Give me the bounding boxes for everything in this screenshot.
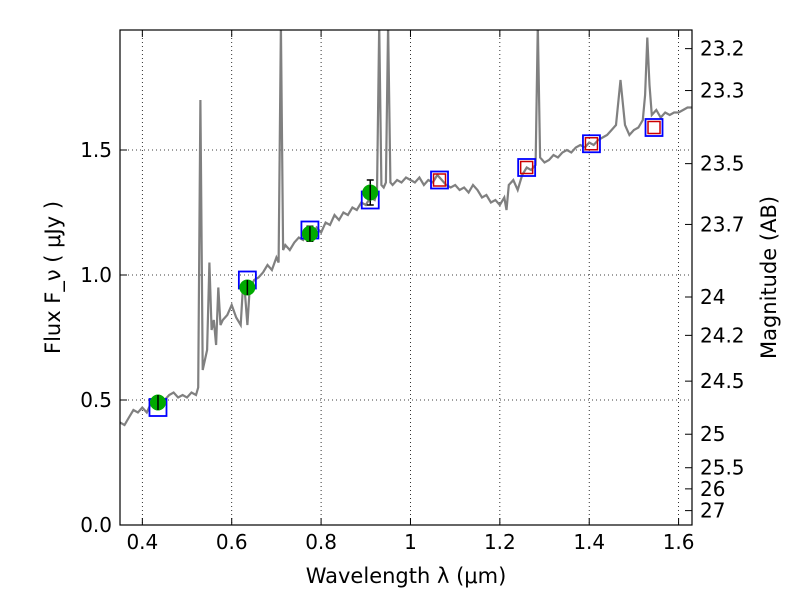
magnitude-tick-label: 24 [700, 285, 725, 309]
observed-point [362, 179, 379, 206]
x-tick-label: 1.4 [573, 530, 605, 554]
model-box-square [644, 118, 664, 137]
magnitude-tick-label: 24.5 [700, 369, 745, 393]
model-photometry-series [148, 118, 664, 417]
magnitude-tick-label: 23.7 [700, 212, 745, 236]
model-box-square [582, 134, 601, 154]
observed-point [239, 279, 256, 296]
magnitude-tick-label: 26 [700, 477, 725, 501]
spectrum-series [120, 30, 692, 427]
observed-point [149, 394, 166, 411]
magnitude-tick-label: 24.2 [700, 323, 745, 347]
magnitude-tick-label: 23.5 [700, 152, 745, 176]
magnitude-tick-label: 23.2 [700, 37, 745, 61]
x-tick-label: 1 [404, 530, 417, 554]
model-box-square [517, 158, 537, 177]
observed-photometry-series [149, 179, 379, 411]
x-tick-label: 0.4 [126, 530, 158, 554]
plot-frame [119, 29, 693, 526]
x-tick-label: 1.2 [484, 530, 516, 554]
y-tick-label: 0.0 [80, 513, 112, 537]
magnitude-tick-label: 25.5 [700, 456, 745, 480]
y-axis-label: Flux F_ν ( μJy ) [41, 201, 66, 354]
model-inner-square [432, 173, 447, 187]
model-box-square [430, 170, 449, 190]
x-tick-label: 0.6 [216, 530, 248, 554]
y-tick-label: 1.5 [80, 138, 112, 162]
x-tick-label: 1.6 [663, 530, 695, 554]
magnitude-tick-label: 27 [700, 499, 725, 523]
model-inner-square [647, 120, 661, 135]
spectrum-line [120, 30, 692, 427]
y-tick-label: 0.5 [80, 388, 112, 412]
x-tick-label: 0.8 [305, 530, 337, 554]
magnitude-tick-label: 25 [700, 422, 725, 446]
model-inner-square [584, 137, 599, 151]
model-point [517, 158, 537, 177]
grid-lines [120, 30, 692, 526]
x-axis-label: Wavelength λ (μm) [306, 564, 507, 588]
y-axis-ticks: 0.0 0.5 1.0 1.5 [80, 138, 127, 537]
magnitude-tick-label: 23.3 [700, 79, 745, 103]
model-point [430, 170, 449, 190]
x-axis-ticks: 0.4 0.6 0.8 1 1.2 1.4 1.6 [126, 30, 695, 554]
magnitude-axis-label: Magnitude (AB) [757, 196, 781, 359]
model-point [582, 134, 601, 154]
y-tick-label: 1.0 [80, 263, 112, 287]
model-point [644, 118, 664, 137]
observed-point [301, 225, 318, 242]
model-inner-square [519, 160, 534, 175]
